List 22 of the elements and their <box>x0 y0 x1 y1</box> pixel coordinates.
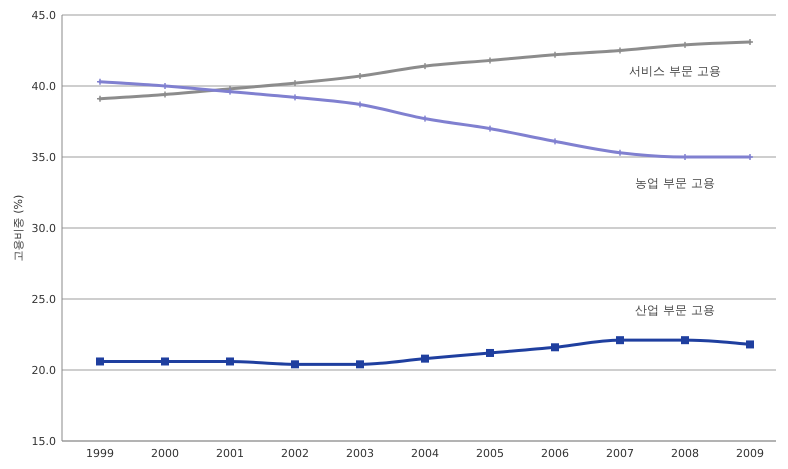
y-tick-label: 40.0 <box>32 80 56 93</box>
x-tick-label: 2004 <box>411 447 439 460</box>
y-tick-label: 20.0 <box>32 364 56 377</box>
x-tick-label: 2009 <box>736 447 764 460</box>
y-tick-label: 45.0 <box>32 9 56 22</box>
x-tick-label: 2000 <box>151 447 179 460</box>
x-tick-label: 2006 <box>541 447 569 460</box>
x-tick-label: 2002 <box>281 447 309 460</box>
series-label: 농업 부문 고용 <box>635 176 715 190</box>
x-tick-label: 2008 <box>671 447 699 460</box>
x-tick-label: 2001 <box>216 447 244 460</box>
series-label: 서비스 부문 고용 <box>629 64 721 78</box>
y-tick-label: 30.0 <box>32 222 56 235</box>
y-tick-label: 35.0 <box>32 151 56 164</box>
x-tick-label: 2005 <box>476 447 504 460</box>
y-tick-label: 25.0 <box>32 293 56 306</box>
y-tick-label: 15.0 <box>32 435 56 448</box>
x-tick-label: 2007 <box>606 447 634 460</box>
x-tick-label: 2003 <box>346 447 374 460</box>
y-axis-title: 고용비중 (%) <box>12 194 25 262</box>
series-label: 산업 부문 고용 <box>635 303 715 318</box>
x-tick-label: 1999 <box>86 447 114 460</box>
